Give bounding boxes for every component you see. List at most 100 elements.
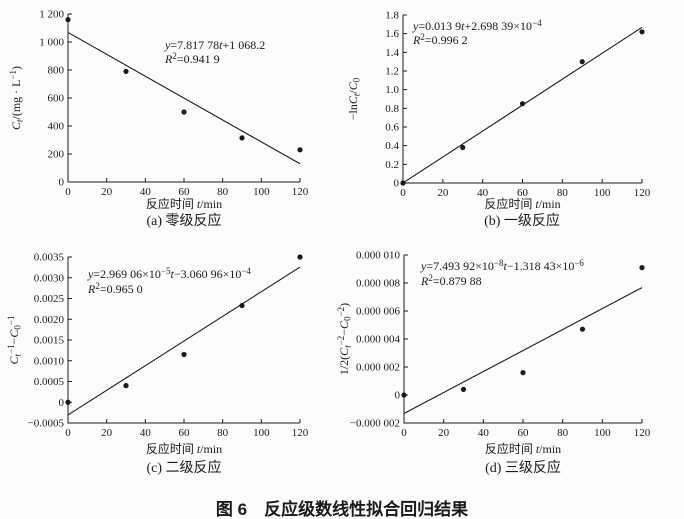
panel-d-ytick-label: 0 [395,390,401,402]
panel-b-equation: y=0.013 9t+2.698 39×10−4 [412,18,542,33]
panel-c-fit-line [67,266,301,416]
panel-a-fit-line [67,31,301,165]
panel-b-data-point [579,59,585,65]
panel-c-ytick-label: 0.0025 [34,293,65,305]
panel-b-ytick-label: 0.8 [385,103,399,115]
panel-b-ytick-label: 1.8 [385,10,399,22]
panel-a-xtick-label: 20 [101,186,113,198]
panel-c-ytick-label: 0.0035 [34,252,65,264]
panel-b-ytick-label: 0.4 [385,140,399,152]
panel-a-data-point [297,147,303,153]
panel-c-xtick-label: 120 [292,427,309,439]
panel-c-data-point [239,302,245,309]
panel-b-ytick-label: 0 [394,178,400,190]
panel-b-xtick-label: 40 [477,187,489,199]
panel-a-ytick-label: 400 [48,121,65,133]
panel-d-ytick-label: 0.000 008 [356,278,401,290]
panel-d-ytick-label: 0.000 002 [356,362,400,374]
panel-a-data-point [65,17,71,23]
panel-b-data-point [639,29,645,35]
panel-d-xtick-label: 0 [401,427,407,439]
panel-a-data-point [181,109,187,115]
panel-b-xtick-label: 120 [634,187,651,199]
panel-c-ytick-label: 0.0015 [34,335,65,347]
panel-a-ytick-label: 200 [48,149,65,161]
panel-b-data-point [519,101,526,107]
panel-d-data-point [401,392,407,398]
panel-d-ytick-label: 0.000 004 [356,334,401,346]
panel-a-xtick-label: 0 [65,186,71,198]
panel-a-data-point [239,135,245,141]
panel-c-ytick-label: 0.0010 [34,355,65,367]
panel-a-data-point [123,68,129,74]
panel-c-equation: y=2.969 06×10−5t−3.060 96×10−4 [87,266,251,281]
panel-c-xtick-label: 80 [217,427,229,439]
panel-a-subtitle: (a) 零级反应 [146,214,222,229]
panel-d-xtick-label: 80 [557,427,569,439]
panel-c-ytick-label: 0.0005 [34,376,65,388]
panel-c-data-point [65,399,71,405]
panel-a-xtick-label: 100 [253,186,270,198]
panel-c-xlabel: 反应时间 t/min [146,441,222,456]
panel-c-xtick-label: 20 [101,427,113,439]
panel-b-xtick-label: 80 [557,187,569,199]
panel-d-fit-line [403,287,643,414]
figure-caption: 图 6 反应级数线性拟合回归结果 [215,500,469,519]
panel-a-r-squared: R2=0.941 9 [164,51,220,66]
panel-a-xtick-label: 60 [179,186,191,198]
panel-b-ytick-label: 0.6 [385,122,399,134]
panel-c-xtick-label: 100 [253,427,270,439]
panel-d-subtitle: (d) 三级反应 [485,461,561,476]
panel-b-xtick-label: 100 [594,187,611,199]
panel-c-data-point [123,383,129,389]
panel-a-ytick-label: 0 [59,177,65,189]
panel-b-ytick-label: 1.4 [385,47,399,59]
panel-d-data-point [639,265,645,271]
panel-d-ytick-label: 0.000 006 [356,306,401,318]
panel-c-data-point [297,254,303,260]
panel-a-xtick-label: 120 [292,186,309,198]
panel-b-xlabel: 反应时间 t/min [484,196,560,211]
panel-c-ytick-label: 0 [59,397,65,409]
panel-c-ytick-label: −0.0005 [28,418,65,430]
panel-a-xtick-label: 40 [140,186,152,198]
panel-c-subtitle: (c) 二级反应 [146,461,222,476]
panel-c-xtick-label: 40 [140,427,152,439]
panel-c-ytick-label: 0.0020 [34,314,65,326]
panel-c-xtick-label: 0 [65,427,71,439]
panel-a-ytick-label: 800 [48,65,65,77]
panel-d-ytick-label: −0.000 002 [350,418,400,430]
panel-d-xtick-label: 120 [634,427,651,439]
panel-d-xtick-label: 40 [478,427,490,439]
panel-b-ylabel: −lnCt/C0 [346,77,362,120]
panel-b-xtick-label: 20 [437,187,449,199]
panel-d-ylabel: 1/2(Ct−2−C0−2) [336,303,353,375]
panel-a-ytick-label: 600 [48,93,65,105]
panel-c-r-squared: R2=0.965 0 [87,281,143,296]
panel-d-data-point [579,326,586,332]
panel-b-r-squared: R2=0.996 2 [412,32,468,47]
panel-b-data-point [460,144,466,151]
panel-d-xtick-label: 60 [518,427,530,439]
panel-b-data-point [400,180,406,186]
panel-b-ytick-label: 1.6 [385,28,399,40]
panel-a-equation: y=7.817 78t+1 068.2 [164,38,265,52]
panel-a-ylabel: Ct/(mg · L−1) [8,66,25,130]
panel-d-ytick-label: 0.000 010 [356,250,401,262]
panel-c-ylabel: Ct−1−C0−1 [6,316,23,365]
chart-panel-a: 0 20 40 60 80 100 120 0 200 400 600 800 1 000 1 200 y=… [8,9,309,212]
panel-b-ytick-label: 1.0 [385,84,399,96]
panel-b-xtick-label: 60 [517,187,529,199]
panel-a-xlabel: 反应时间 t/min [146,196,222,211]
panel-d-data-point [520,370,526,376]
panel-b-ytick-label: 1.2 [385,66,399,78]
panel-d-xtick-label: 20 [438,427,450,439]
chart-panel-b: 0 20 40 60 80 100 120 0 0.2 0.4 0.6 0.8 1.0 1.2 1.4 1.6… [346,10,651,212]
panel-b-subtitle: (b) 一级反应 [484,214,560,229]
panel-a-ytick-label: 1 200 [39,9,64,21]
panel-c-ytick-label: 0.0030 [34,272,65,284]
panel-d-equation: y=7.493 92×10−8t−1.318 43×10−6 [420,258,584,273]
chart-panel-c: 0 20 40 60 80 100 120−0.000500.00050.00100.001… [6,252,309,457]
